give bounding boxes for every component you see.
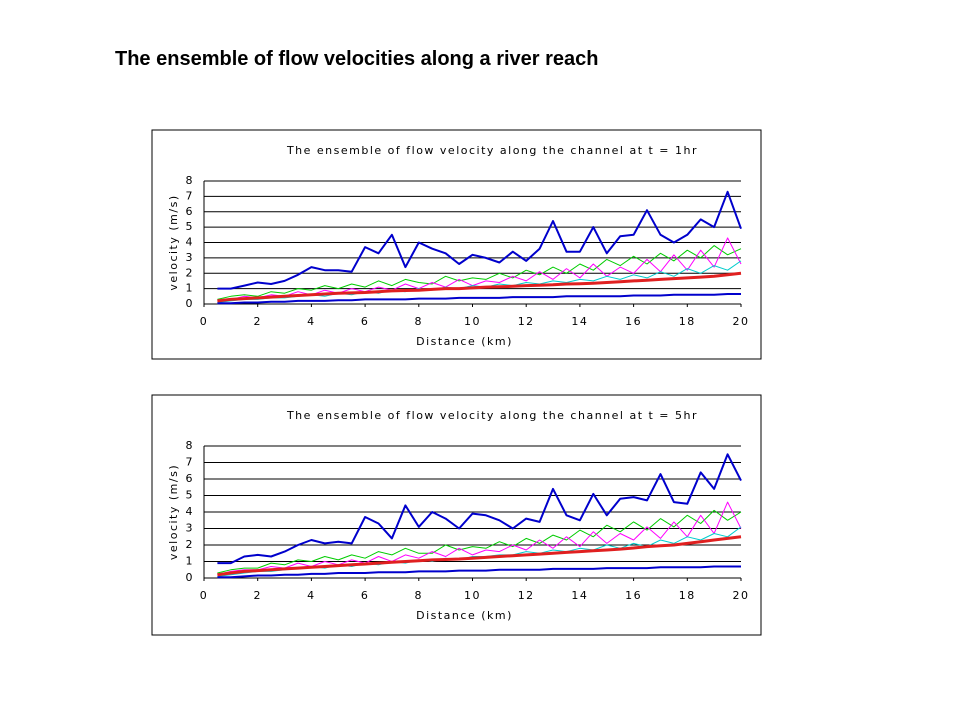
x-axis-title: Distance (km) <box>416 335 513 348</box>
y-tick-label: 0 <box>186 297 195 310</box>
x-tick-label: 12 <box>518 589 535 602</box>
y-tick-label: 8 <box>186 174 195 187</box>
y-tick-label: 3 <box>186 251 195 264</box>
x-tick-label: 16 <box>625 589 642 602</box>
y-tick-label: 4 <box>186 236 195 249</box>
x-tick-label: 10 <box>464 589 481 602</box>
chart-title: The ensemble of flow velocity along the … <box>286 144 698 157</box>
y-tick-label: 8 <box>186 439 195 452</box>
y-tick-label: 5 <box>186 489 195 502</box>
slide-title: The ensemble of flow velocities along a … <box>115 48 599 70</box>
x-tick-label: 14 <box>571 589 588 602</box>
y-tick-label: 2 <box>186 266 195 279</box>
x-tick-label: 16 <box>625 315 642 328</box>
x-tick-label: 10 <box>464 315 481 328</box>
chart-frame <box>151 394 762 636</box>
x-tick-label: 18 <box>679 589 696 602</box>
series-line <box>217 453 742 565</box>
series-line <box>217 535 742 577</box>
x-tick-label: 2 <box>253 589 262 602</box>
y-axis-title: velocity (m/s) <box>167 464 180 560</box>
y-tick-label: 4 <box>186 505 195 518</box>
series-line <box>217 245 742 300</box>
x-tick-label: 20 <box>733 589 750 602</box>
y-tick-label: 6 <box>186 472 195 485</box>
x-tick-label: 12 <box>518 315 535 328</box>
x-tick-label: 0 <box>200 589 209 602</box>
chart-frame <box>151 129 762 360</box>
x-tick-label: 4 <box>307 589 316 602</box>
x-tick-label: 8 <box>415 315 424 328</box>
series-line <box>217 237 742 302</box>
y-tick-label: 3 <box>186 522 195 535</box>
series-line <box>217 565 741 579</box>
y-tick-label: 5 <box>186 220 195 233</box>
series-line <box>217 293 741 305</box>
y-axis-title: velocity (m/s) <box>167 194 180 290</box>
series-line <box>217 190 742 290</box>
x-tick-label: 8 <box>415 589 424 602</box>
x-tick-label: 20 <box>733 315 750 328</box>
y-tick-label: 2 <box>186 538 195 551</box>
x-tick-label: 2 <box>253 315 262 328</box>
series-line <box>217 271 742 303</box>
y-tick-label: 0 <box>186 571 195 584</box>
x-tick-label: 4 <box>307 315 316 328</box>
x-tick-label: 0 <box>200 315 209 328</box>
y-tick-label: 1 <box>186 282 195 295</box>
x-axis-title: Distance (km) <box>416 609 513 622</box>
y-tick-label: 1 <box>186 555 195 568</box>
series-line <box>217 501 742 576</box>
chart-title: The ensemble of flow velocity along the … <box>286 409 698 422</box>
series-line <box>217 509 742 574</box>
x-tick-label: 18 <box>679 315 696 328</box>
y-tick-label: 6 <box>186 205 195 218</box>
y-tick-label: 7 <box>186 456 195 469</box>
x-tick-label: 14 <box>571 315 588 328</box>
y-tick-label: 7 <box>186 189 195 202</box>
x-tick-label: 6 <box>361 315 370 328</box>
x-tick-label: 6 <box>361 589 370 602</box>
